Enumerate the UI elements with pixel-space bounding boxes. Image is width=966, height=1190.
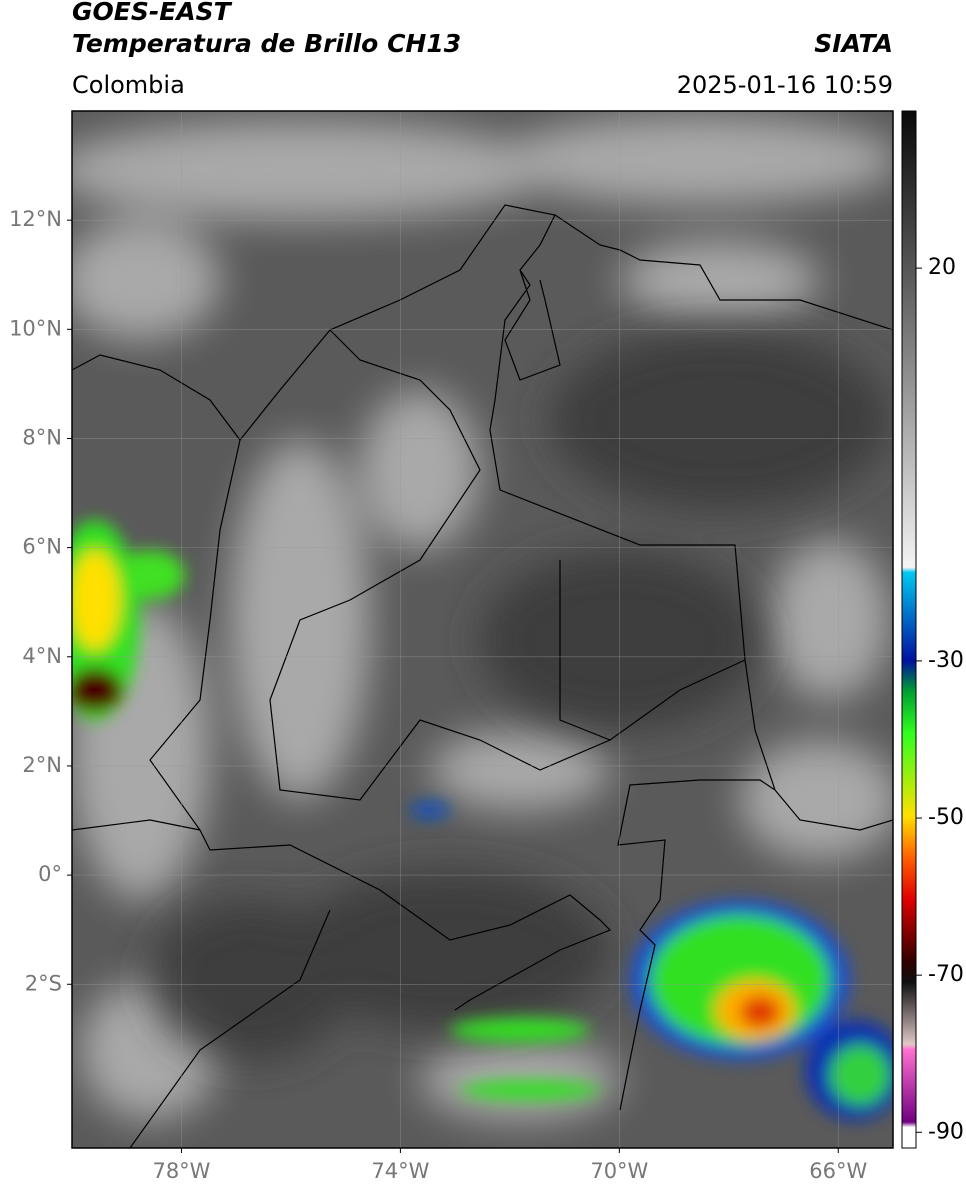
colorbar-tick-label: -70 <box>928 962 964 987</box>
lat-tick-label: 0° <box>38 862 62 886</box>
satellite-image <box>72 111 893 1148</box>
colorbar <box>901 110 917 1149</box>
lat-tick-label: 8°N <box>22 425 62 449</box>
lon-tick-label: 66°W <box>809 1159 867 1183</box>
colorbar-tick-label: -30 <box>928 648 964 673</box>
lat-tick-label: 2°S <box>25 971 62 995</box>
lat-tick-label: 4°N <box>22 644 62 668</box>
lon-tick-label: 70°W <box>590 1159 648 1183</box>
colorbar-tick-label: -50 <box>928 805 964 830</box>
source: SIATA <box>814 29 893 58</box>
lon-tick-label: 78°W <box>152 1159 210 1183</box>
lat-tick-label: 6°N <box>22 535 62 559</box>
colorbar-tick-label: 20 <box>928 255 956 280</box>
borders <box>72 204 893 1148</box>
colorbar-tick-label: -90 <box>928 1119 964 1144</box>
map-frame <box>71 110 894 1149</box>
lat-tick-label: 12°N <box>9 207 62 231</box>
region: Colombia <box>72 71 185 99</box>
lon-tick-label: 74°W <box>371 1159 429 1183</box>
title: GOES-EAST <box>72 0 231 26</box>
subtitle: Temperatura de Brillo CH13 <box>72 29 462 58</box>
lat-tick-label: 2°N <box>22 753 62 777</box>
lat-tick-label: 10°N <box>9 316 62 340</box>
datetime: 2025-01-16 10:59 <box>676 71 893 99</box>
